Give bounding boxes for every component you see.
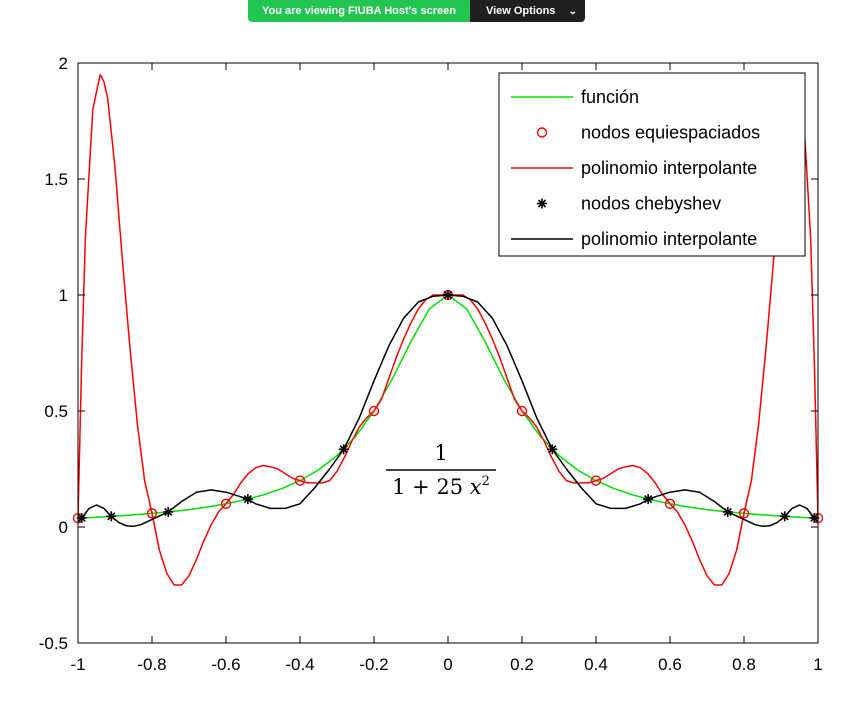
x-tick-label: 0.6 bbox=[658, 655, 682, 674]
legend-entry-label: polinomio interpolante bbox=[581, 158, 757, 178]
chebyshev-node-marker bbox=[643, 494, 654, 505]
equispaced-node-marker bbox=[368, 405, 380, 417]
x-tick-label: 0.2 bbox=[510, 655, 534, 674]
chebyshev-node-marker bbox=[443, 290, 453, 300]
equispaced-node-marker bbox=[590, 475, 602, 486]
x-tick-label: -0.4 bbox=[285, 655, 314, 674]
legend-entry-label: nodos equiespaciados bbox=[581, 123, 760, 143]
equispaced-node-marker bbox=[664, 498, 676, 509]
view-options-label: View Options bbox=[485, 5, 556, 17]
x-tick-label: -0.6 bbox=[211, 655, 240, 674]
series-layer bbox=[72, 73, 824, 586]
chebyshev-node-marker bbox=[163, 506, 174, 517]
chebyshev-node-marker bbox=[106, 511, 117, 522]
formula-numerator: 1 bbox=[434, 441, 447, 465]
legend-entry-label: función bbox=[581, 87, 639, 107]
chevron-down-icon: ⌄ bbox=[568, 6, 578, 16]
x-tick-label: 1 bbox=[813, 655, 822, 674]
y-tick-label: 2 bbox=[59, 54, 68, 73]
legend-box bbox=[498, 72, 806, 257]
equispaced-node-marker bbox=[146, 508, 158, 519]
x-tick-label: -0.2 bbox=[359, 655, 388, 674]
equispaced-node-marker bbox=[294, 475, 306, 486]
chebyshev-node-marker bbox=[779, 511, 790, 522]
equispaced-node-marker bbox=[220, 498, 232, 509]
y-tick-label: 0.5 bbox=[44, 402, 68, 421]
y-tick-label: 1 bbox=[59, 286, 68, 305]
chebyshev-node-marker bbox=[722, 506, 733, 517]
legend-star-sample bbox=[537, 198, 547, 209]
equispaced-node-marker bbox=[516, 405, 528, 417]
legend-circle-sample bbox=[536, 127, 548, 138]
y-tick-label: -0.5 bbox=[39, 634, 68, 653]
x-tick-label: 0.8 bbox=[732, 655, 756, 674]
formula-annotation: 1 1 + 25 x2 bbox=[386, 441, 496, 499]
legend-entry-label: nodos chebyshev bbox=[581, 194, 721, 214]
equispaced-node-marker bbox=[738, 508, 750, 519]
screen-share-status: You are viewing FIUBA Host's screen bbox=[248, 0, 470, 22]
screen-share-banner: You are viewing FIUBA Host's screen View… bbox=[248, 0, 585, 22]
x-tick-label: -0.8 bbox=[137, 655, 166, 674]
x-tick-label: 0 bbox=[443, 655, 452, 674]
y-tick-label: 0 bbox=[59, 518, 68, 537]
formula-variable: x bbox=[470, 475, 482, 499]
y-tick-label: 1.5 bbox=[44, 170, 68, 189]
legend: función nodos equiespaciados polinomio int… bbox=[498, 72, 806, 257]
chebyshev-node-marker bbox=[547, 444, 558, 455]
axes-layer: -1 -0.8 -0.6 -0.4 -0.2 0 0.2 0.4 0.6 0.8 1 -0.5 0 0.5… bbox=[39, 54, 823, 674]
legend-entry-label: polinomio interpolante bbox=[581, 229, 757, 249]
formula-denominator-prefix: 1 + 25 bbox=[392, 475, 470, 499]
formula-denominator: 1 + 25 x2 bbox=[392, 474, 490, 499]
x-tick-label: 0.4 bbox=[584, 655, 608, 674]
x-tick-label: -1 bbox=[70, 655, 85, 674]
view-options-button[interactable]: View Options ⌄ bbox=[469, 0, 585, 22]
formula-exponent: 2 bbox=[482, 474, 490, 489]
chebyshev-node-marker bbox=[242, 494, 253, 505]
chebyshev-node-marker bbox=[338, 444, 349, 455]
